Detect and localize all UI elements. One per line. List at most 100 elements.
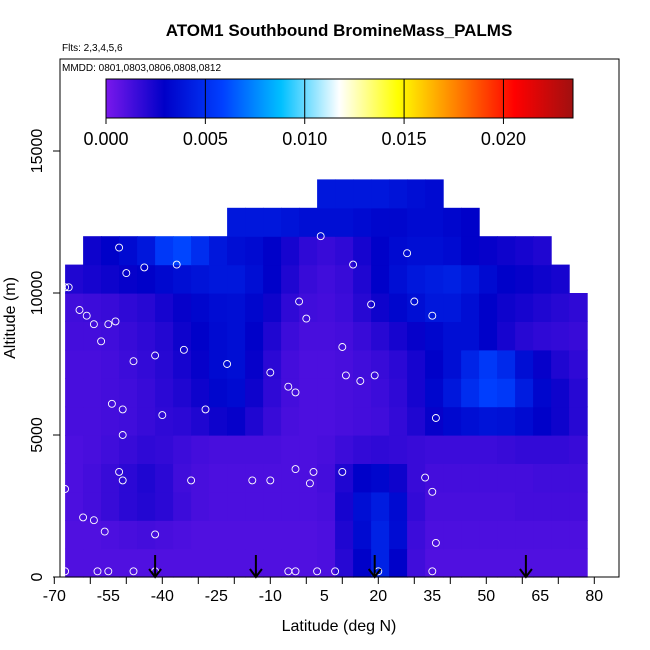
heatmap-cell [335, 491, 354, 521]
heatmap-cell [407, 349, 426, 379]
heatmap-cell [461, 264, 480, 294]
observation-point [421, 473, 430, 482]
observation-point [118, 476, 127, 485]
heatmap-cell [335, 435, 354, 464]
observation-point [158, 411, 167, 420]
heatmap-cell [497, 293, 516, 322]
colorbar-bar [105, 78, 574, 119]
heatmap-cell [281, 406, 300, 436]
observation-point [349, 260, 358, 269]
observation-point [122, 269, 131, 278]
heatmap-cell [335, 548, 354, 578]
heatmap-cell [209, 349, 228, 379]
heatmap-cell [461, 435, 480, 464]
heatmap-cell [389, 349, 408, 379]
heatmap-cell [515, 463, 534, 493]
heatmap-cell [497, 406, 516, 436]
heatmap-cell [407, 463, 426, 493]
heatmap-cell [299, 378, 318, 408]
y-tick-label: 0 [29, 572, 46, 581]
heatmap-cell [191, 406, 210, 436]
heatmap-cell [425, 321, 444, 351]
observation-point [305, 479, 314, 488]
chart-title: ATOM1 Southbound BromineMass_PALMS [166, 21, 513, 40]
heatmap-cell [569, 406, 588, 436]
heatmap-cell [389, 264, 408, 294]
heatmap-cell [155, 349, 174, 379]
heatmap-cell [497, 435, 516, 464]
x-axis-label: Latitude (deg N) [282, 618, 397, 635]
heatmap-cell [227, 349, 246, 379]
heatmap-cell [551, 435, 570, 464]
heatmap-cell [227, 264, 246, 294]
heatmap-cell [389, 520, 408, 550]
observation-point [309, 467, 318, 476]
heatmap-cell [299, 207, 318, 237]
heatmap-cell [119, 463, 138, 493]
heatmap-cell [443, 435, 462, 464]
heatmap-cell [389, 435, 408, 464]
heatmap-cell [569, 520, 588, 550]
observation-point [118, 405, 127, 414]
observation-point [151, 530, 160, 539]
heatmap-cell [155, 321, 174, 351]
heatmap-cell [389, 463, 408, 493]
heatmap-cell [281, 349, 300, 379]
heatmap-cell [353, 179, 372, 209]
heatmap-cell [83, 349, 102, 379]
heatmap-cell [533, 491, 552, 521]
heatmap-cell [191, 548, 210, 578]
heatmap-cell [101, 520, 120, 550]
observation-point [104, 567, 113, 576]
heatmap-cell [407, 520, 426, 550]
observation-point [115, 467, 124, 476]
heatmap-cell [155, 293, 174, 322]
heatmap-cell [335, 406, 354, 436]
heatmap-cell [317, 236, 336, 266]
heatmap-cell [371, 435, 390, 464]
heatmap-cell [371, 179, 390, 209]
heatmap-cell [245, 520, 264, 550]
observation-point [331, 567, 340, 576]
heatmap-cell [155, 463, 174, 493]
heatmap-cell [353, 236, 372, 266]
heatmap-cell [353, 378, 372, 408]
heatmap-cell [65, 435, 84, 464]
observation-points [61, 232, 440, 576]
heatmap-cell [551, 321, 570, 351]
heatmap-cell [263, 378, 282, 408]
heatmap-cell [425, 520, 444, 550]
heatmap-cell [569, 293, 588, 322]
heatmap-cell [407, 548, 426, 578]
heatmap-cell [371, 378, 390, 408]
heatmap-cell [281, 491, 300, 521]
heatmap-cell [425, 491, 444, 521]
colorbar-tick-label: 0.015 [382, 129, 427, 149]
heatmap-cell [209, 236, 228, 266]
observation-point [266, 368, 275, 377]
heatmap-cell [515, 236, 534, 266]
heatmap-cell [389, 236, 408, 266]
heatmap-cell [101, 548, 120, 578]
heatmap-cell [119, 548, 138, 578]
heatmap-cell [479, 520, 498, 550]
heatmap-cell [569, 491, 588, 521]
heatmap-cell [443, 520, 462, 550]
heatmap-cell [101, 406, 120, 436]
x-tick-label: 20 [369, 588, 387, 605]
heatmap-cell [173, 236, 192, 266]
observation-point [341, 371, 350, 380]
heatmap-cell [209, 406, 228, 436]
heatmap-cell [479, 321, 498, 351]
heatmap-cell [317, 463, 336, 493]
heatmap-cell [443, 264, 462, 294]
observation-point [89, 516, 98, 525]
heatmap-cell [515, 491, 534, 521]
heatmap-cell [353, 264, 372, 294]
heatmap-cell [65, 491, 84, 521]
heatmap-cell [227, 293, 246, 322]
heatmap-cell [497, 378, 516, 408]
heatmap-cell [461, 236, 480, 266]
heatmap-cell [245, 406, 264, 436]
heatmap-cell [371, 463, 390, 493]
